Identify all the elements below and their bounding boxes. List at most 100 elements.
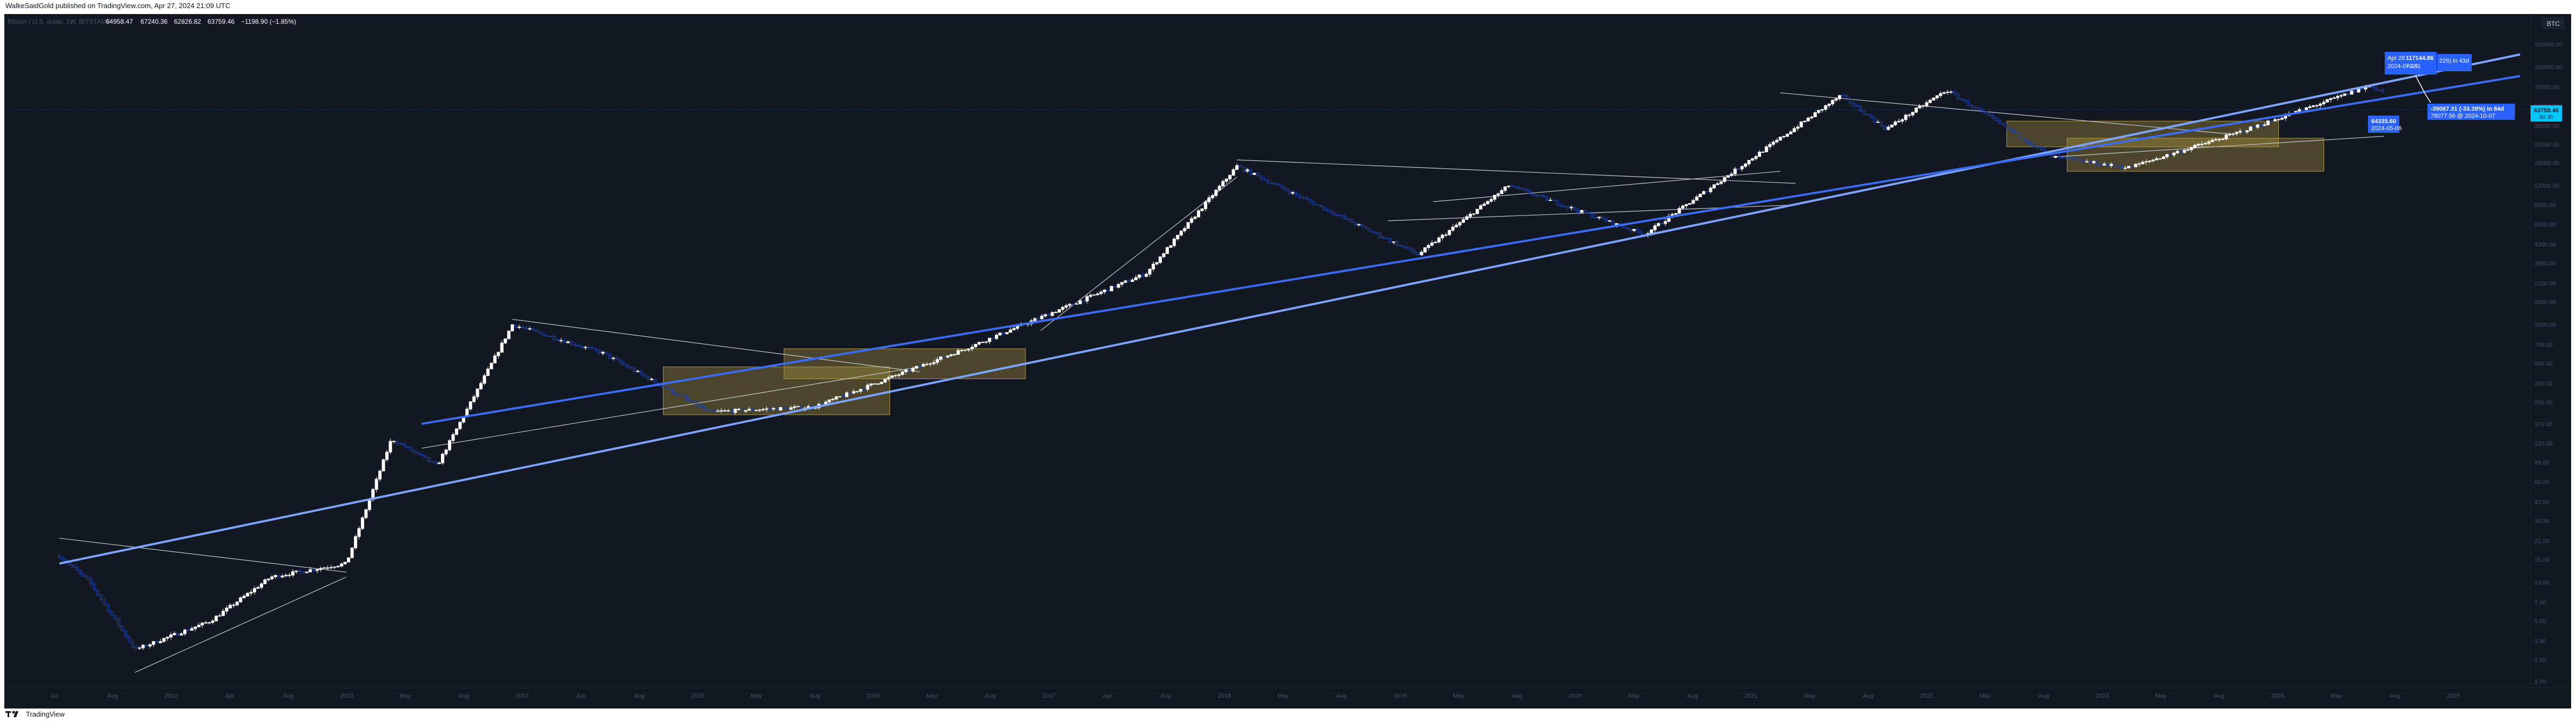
candle-body xyxy=(1054,312,1058,313)
candle-body xyxy=(1256,173,1260,177)
time-tick-label: May xyxy=(1277,693,1289,699)
candle-body xyxy=(2343,93,2346,96)
price-tick-label: 6000.00 xyxy=(2534,222,2556,228)
candle-body xyxy=(981,342,985,343)
candle-body xyxy=(353,536,357,548)
candle-body xyxy=(1932,97,1936,100)
candle-body xyxy=(169,635,173,638)
candle-body xyxy=(789,407,793,410)
ohlc-close: 63759.46 xyxy=(208,18,235,25)
candle-body xyxy=(152,641,156,645)
candle-body xyxy=(2360,89,2364,90)
candle-body xyxy=(1799,122,1803,127)
candle-body xyxy=(367,499,371,510)
candle-body xyxy=(256,587,260,589)
candle-body xyxy=(1096,293,1100,295)
candle-body xyxy=(772,408,775,410)
candle-body xyxy=(1406,247,1409,248)
candle-body xyxy=(918,366,922,367)
candle-body xyxy=(479,383,483,389)
candle-body xyxy=(2120,166,2124,169)
candle-body xyxy=(1228,175,1232,179)
candle-body xyxy=(681,394,685,397)
candle-body xyxy=(71,564,75,568)
candle-body xyxy=(441,454,445,463)
candle-body xyxy=(1116,284,1120,288)
candle-body xyxy=(2193,145,2197,148)
candle-body xyxy=(1778,137,1782,141)
candle-body xyxy=(570,341,573,345)
candle-body xyxy=(1361,224,1364,227)
candle-body xyxy=(653,379,657,383)
price-tick-label: 85.00 xyxy=(2534,460,2550,467)
candle-body xyxy=(2005,124,2009,129)
candle-body xyxy=(1291,192,1295,194)
candle-body xyxy=(374,478,378,490)
candle-body xyxy=(1817,110,1821,113)
candle-body xyxy=(660,385,664,387)
candle-body xyxy=(1719,181,1723,184)
candle-body xyxy=(514,324,518,328)
candle-body xyxy=(542,333,546,336)
time-tick-label: 2014 xyxy=(516,693,528,699)
candle-body xyxy=(1573,207,1577,211)
candle-body xyxy=(507,330,511,339)
candle-body xyxy=(92,583,96,590)
candle-body xyxy=(796,406,800,407)
candle-body xyxy=(476,388,479,397)
candle-body xyxy=(68,562,72,565)
candle-body xyxy=(2214,139,2218,141)
price-tick-label: 15.00 xyxy=(2534,557,2550,563)
candle-body xyxy=(145,645,149,647)
candle-body xyxy=(901,371,905,375)
time-tick-label: 2024 xyxy=(2271,693,2284,699)
candle-body xyxy=(2103,164,2106,166)
candle-body xyxy=(228,605,232,609)
candle-body xyxy=(158,641,162,643)
candle-body xyxy=(1430,242,1434,246)
candle-body xyxy=(538,331,542,334)
candle-body xyxy=(706,409,710,411)
candle-body xyxy=(650,379,653,380)
candle-body xyxy=(2273,119,2277,122)
candle-body xyxy=(211,620,215,623)
candle-body xyxy=(622,362,626,365)
candle-body xyxy=(396,441,399,444)
time-tick-label: Apr xyxy=(1103,693,1112,699)
currency-badge: BTC xyxy=(2547,20,2560,28)
candle-body xyxy=(862,389,866,390)
candle-body xyxy=(2179,151,2183,153)
candle-body xyxy=(1915,107,1918,113)
candle-body xyxy=(287,575,291,576)
candle-body xyxy=(2336,96,2340,98)
candle-body xyxy=(350,547,354,558)
candle-body xyxy=(625,364,629,368)
candle-body xyxy=(347,557,351,563)
candle-body xyxy=(1461,219,1465,223)
candle-body xyxy=(1350,219,1354,223)
candle-body xyxy=(1270,183,1274,184)
candle-body xyxy=(121,625,124,631)
candle-body xyxy=(127,636,131,642)
drop-arrow xyxy=(2425,93,2431,103)
candle-body xyxy=(2057,156,2061,158)
candle-body xyxy=(305,571,309,573)
candle-body xyxy=(165,637,169,639)
candle-body xyxy=(2085,161,2089,163)
candle-body xyxy=(2134,164,2138,167)
candle-body xyxy=(1409,247,1413,252)
candle-body xyxy=(928,363,932,365)
candle-body xyxy=(1085,296,1089,302)
time-tick-label: Apr xyxy=(225,693,234,699)
candle-body xyxy=(1744,164,1748,167)
grey-trend-line xyxy=(421,366,920,449)
candle-body xyxy=(1152,264,1155,270)
candle-body xyxy=(1862,111,1866,115)
candle-body xyxy=(340,563,344,566)
candle-body xyxy=(2089,161,2092,163)
symbol-title: Bitcoin / U.S. dollar, 1W, BITSTAMP xyxy=(8,18,111,25)
candle-body xyxy=(1336,215,1340,217)
candle-body xyxy=(1203,201,1207,210)
candle-body xyxy=(2155,158,2158,160)
